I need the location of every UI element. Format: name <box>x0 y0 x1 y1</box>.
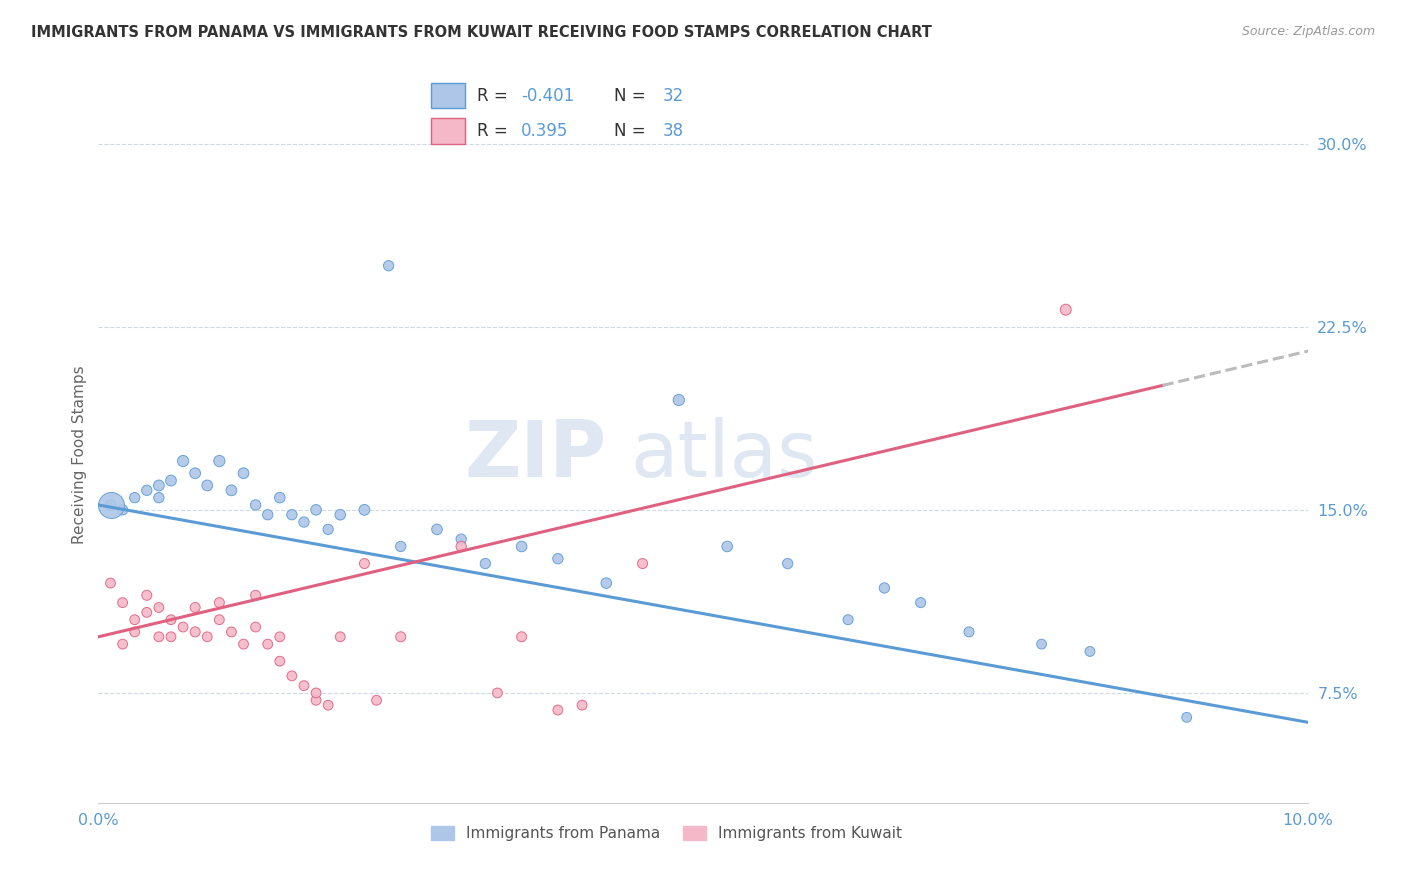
Point <box>148 630 170 644</box>
Point <box>595 576 617 591</box>
Text: R =: R = <box>478 122 519 140</box>
Point <box>148 491 170 505</box>
Point <box>172 454 194 468</box>
Point <box>329 508 352 522</box>
Text: atlas: atlas <box>630 417 818 493</box>
Point <box>305 503 328 517</box>
Point <box>111 503 134 517</box>
Point <box>135 483 157 498</box>
Point <box>124 624 146 639</box>
Point <box>389 540 412 554</box>
Point <box>510 540 533 554</box>
Point <box>366 693 388 707</box>
Point <box>474 557 496 571</box>
Bar <box>432 83 465 109</box>
Point <box>124 613 146 627</box>
Point <box>232 637 254 651</box>
Point <box>269 491 291 505</box>
Text: R =: R = <box>478 87 513 104</box>
Point <box>389 630 412 644</box>
Point <box>269 630 291 644</box>
Point <box>256 637 278 651</box>
Point <box>837 613 859 627</box>
Text: ZIP: ZIP <box>464 417 606 493</box>
Point <box>776 557 799 571</box>
Point <box>100 576 122 591</box>
Point <box>135 606 157 620</box>
Point <box>221 483 243 498</box>
Point <box>668 392 690 407</box>
Point <box>510 630 533 644</box>
Point <box>245 620 267 634</box>
Point <box>160 474 183 488</box>
Point <box>450 532 472 546</box>
Point <box>547 551 569 566</box>
Point <box>269 654 291 668</box>
Point <box>1175 710 1198 724</box>
Point <box>111 596 134 610</box>
Point <box>1078 644 1101 658</box>
Point <box>184 467 207 481</box>
Point <box>135 588 157 602</box>
Point <box>195 478 218 492</box>
Point <box>245 588 267 602</box>
Point <box>208 596 231 610</box>
Text: 38: 38 <box>664 122 685 140</box>
Point <box>256 508 278 522</box>
Point <box>910 596 932 610</box>
Point <box>329 630 352 644</box>
Point <box>450 540 472 554</box>
Y-axis label: Receiving Food Stamps: Receiving Food Stamps <box>72 366 87 544</box>
Point <box>957 624 980 639</box>
Point <box>316 698 339 713</box>
Point <box>426 522 449 536</box>
Point <box>281 508 304 522</box>
Point <box>208 454 231 468</box>
Text: Source: ZipAtlas.com: Source: ZipAtlas.com <box>1241 25 1375 38</box>
Bar <box>432 119 465 144</box>
Point <box>873 581 896 595</box>
Point <box>292 679 315 693</box>
Text: -0.401: -0.401 <box>520 87 574 104</box>
Point <box>316 522 339 536</box>
Point <box>292 515 315 529</box>
Legend: Immigrants from Panama, Immigrants from Kuwait: Immigrants from Panama, Immigrants from … <box>425 820 908 847</box>
Point <box>353 557 375 571</box>
Point <box>547 703 569 717</box>
Point <box>221 624 243 639</box>
Point <box>208 613 231 627</box>
Text: IMMIGRANTS FROM PANAMA VS IMMIGRANTS FROM KUWAIT RECEIVING FOOD STAMPS CORRELATI: IMMIGRANTS FROM PANAMA VS IMMIGRANTS FRO… <box>31 25 932 40</box>
Text: N =: N = <box>613 87 651 104</box>
Point <box>716 540 738 554</box>
Point <box>281 669 304 683</box>
Point <box>232 467 254 481</box>
Point <box>172 620 194 634</box>
Point <box>377 259 399 273</box>
Point <box>100 498 122 512</box>
Point <box>124 491 146 505</box>
Point <box>245 498 267 512</box>
Point <box>160 613 183 627</box>
Point <box>195 630 218 644</box>
Point <box>100 498 122 512</box>
Point <box>571 698 593 713</box>
Text: N =: N = <box>613 122 651 140</box>
Text: 0.395: 0.395 <box>520 122 568 140</box>
Point <box>353 503 375 517</box>
Text: 32: 32 <box>664 87 685 104</box>
Point <box>160 630 183 644</box>
Point <box>148 600 170 615</box>
Point <box>184 600 207 615</box>
Point <box>486 686 509 700</box>
Point <box>184 624 207 639</box>
Point <box>305 686 328 700</box>
Point <box>305 693 328 707</box>
Point <box>111 637 134 651</box>
Point <box>1031 637 1053 651</box>
Point <box>148 478 170 492</box>
Point <box>1054 302 1077 317</box>
Point <box>631 557 654 571</box>
